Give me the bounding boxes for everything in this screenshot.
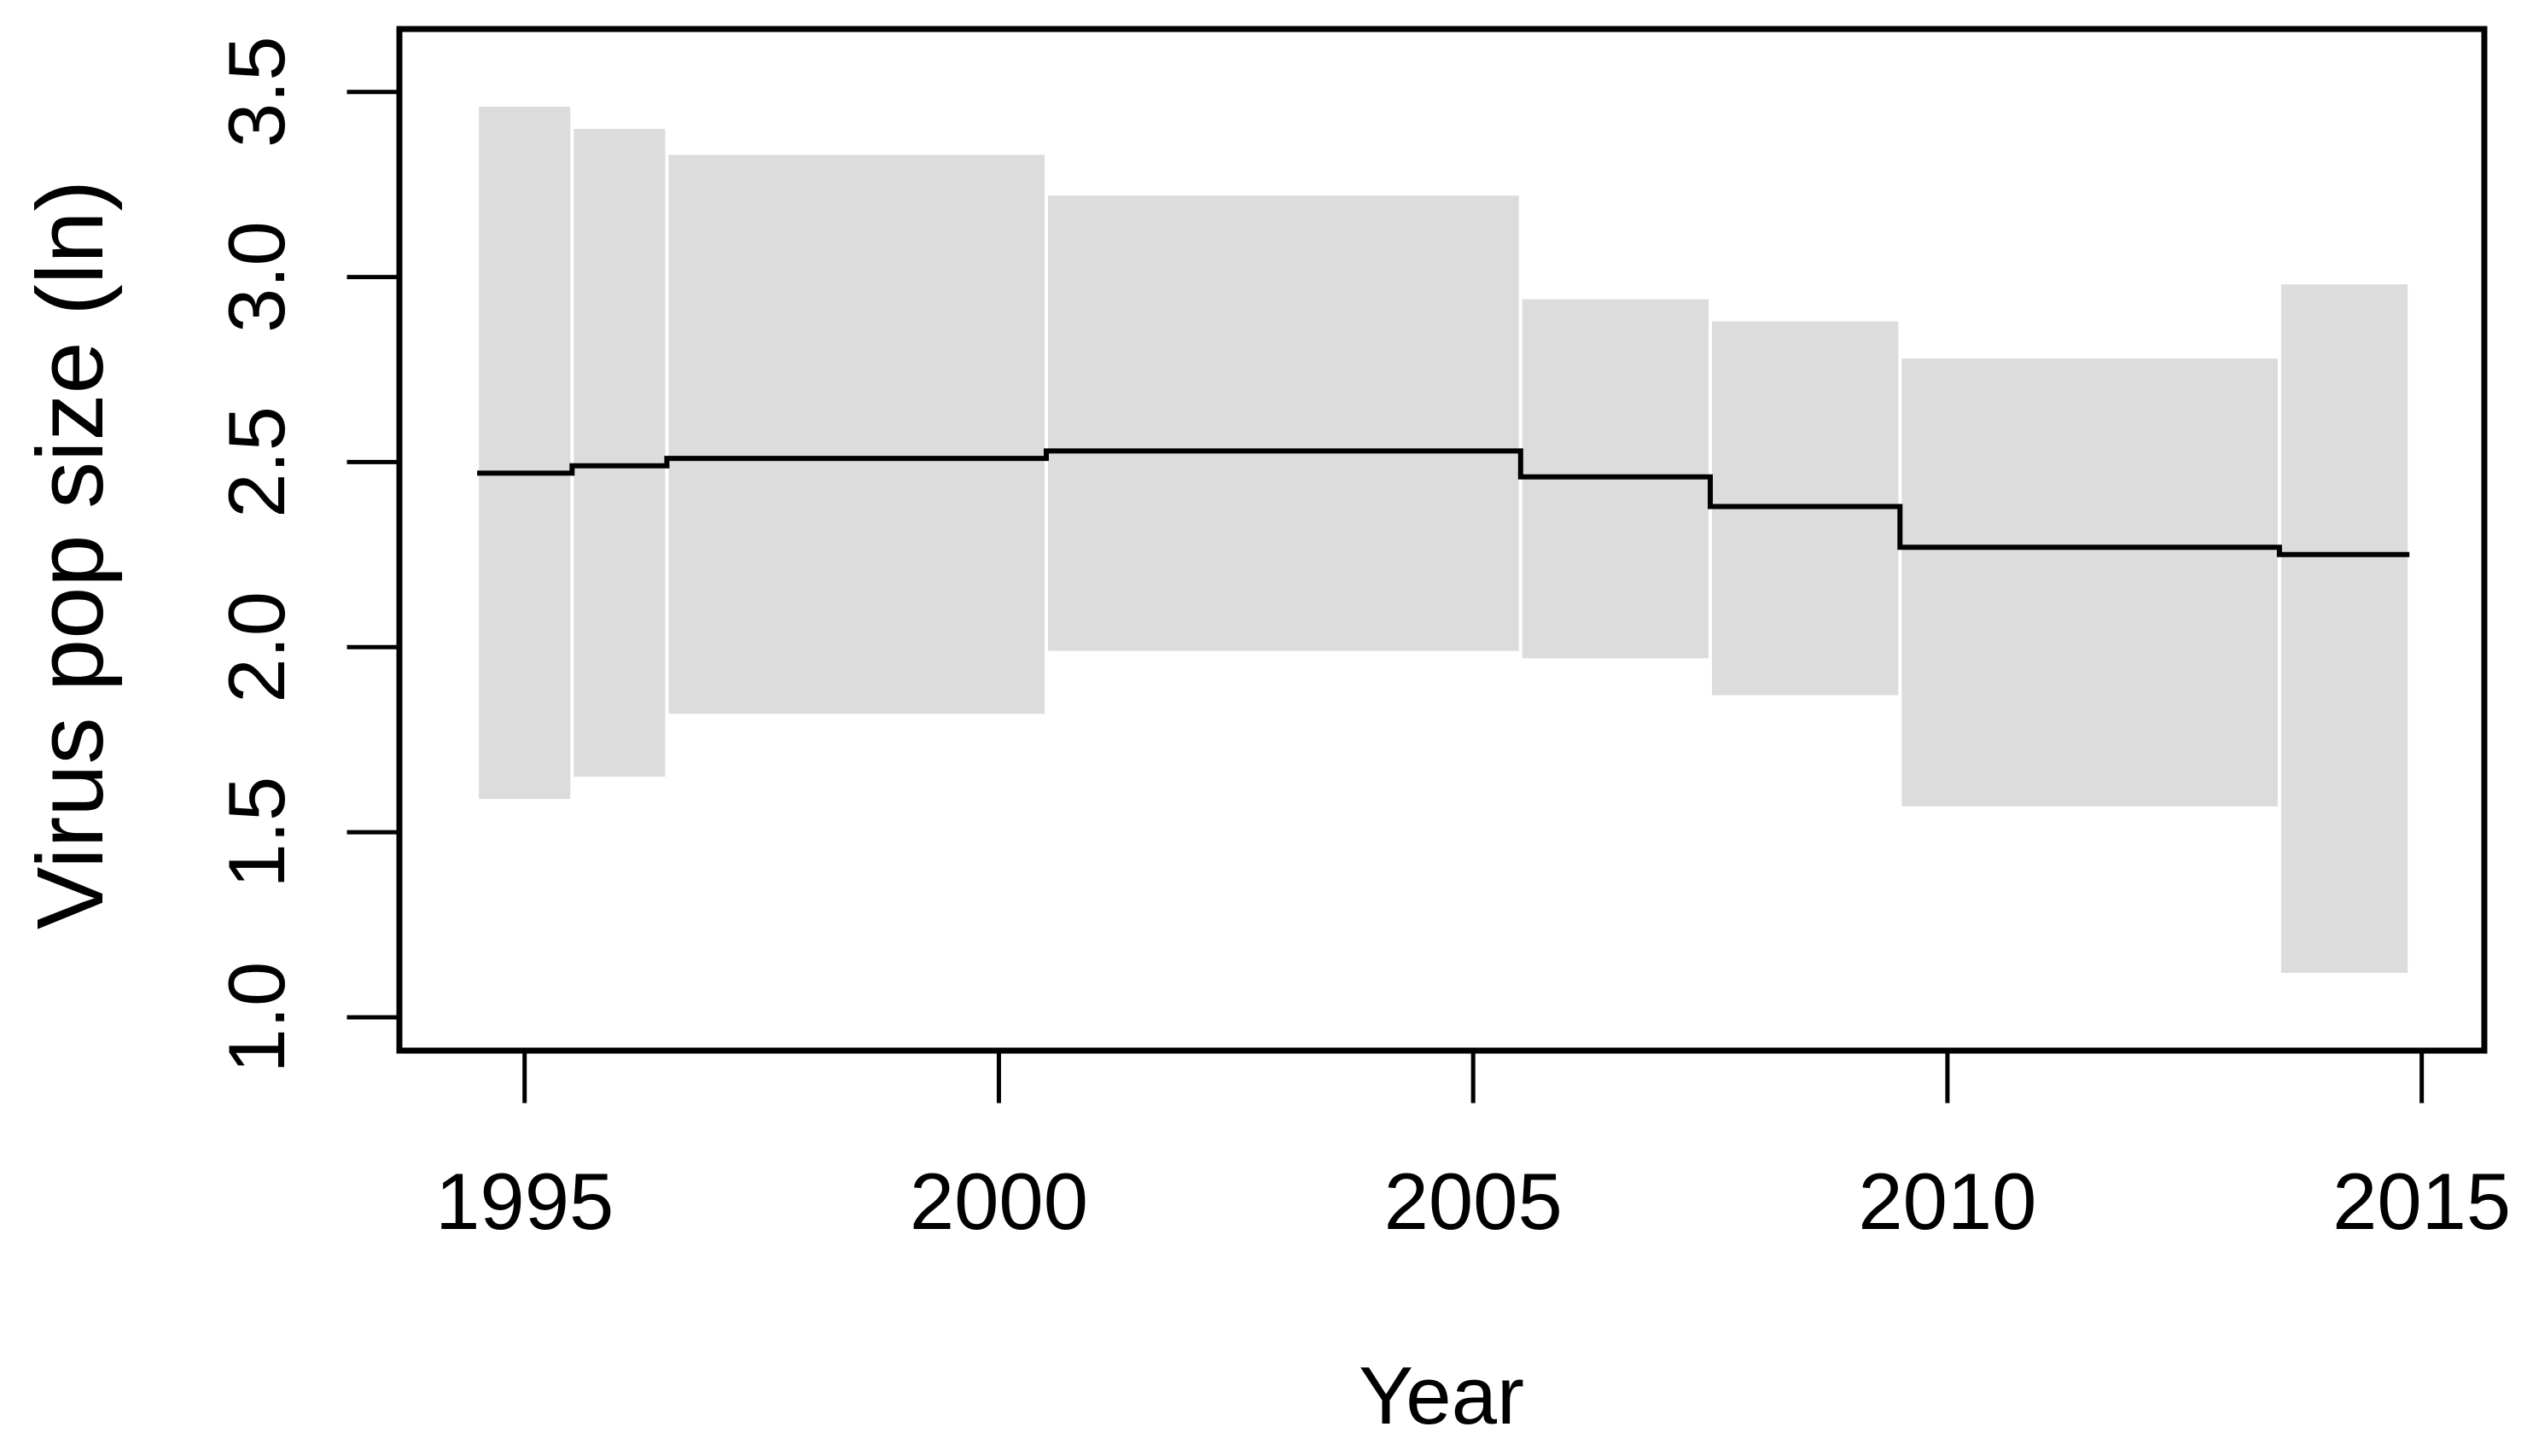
hpd-band-segment: [574, 129, 666, 778]
y-tick-label: 3.5: [212, 36, 301, 148]
median-step-line: [477, 448, 2410, 557]
x-tick-label: 2015: [2332, 1156, 2511, 1246]
x-axis-title: Year: [1359, 1350, 1524, 1441]
credible-interval-band: [479, 107, 2408, 973]
axis-layer: [346, 26, 2488, 1104]
x-tick-label: 2000: [910, 1156, 1088, 1246]
y-tick-label: 2.5: [212, 406, 301, 518]
x-tick-label: 1995: [435, 1156, 614, 1246]
hpd-band-segment: [1048, 195, 1519, 651]
plot-border: [396, 26, 2488, 1054]
x-tick-label: 2010: [1858, 1156, 2036, 1246]
hpd-band-segment: [479, 107, 571, 800]
y-tick-label: 1.5: [212, 777, 301, 888]
hpd-band-segment: [668, 154, 1045, 714]
y-tick-label: 1.0: [212, 962, 301, 1074]
y-tick-label: 3.0: [212, 221, 301, 333]
hpd-band-segment: [2280, 284, 2408, 973]
y-tick-label: 2.0: [212, 591, 301, 703]
median-line-layer: [477, 448, 2410, 557]
x-tick-label: 2005: [1384, 1156, 1563, 1246]
y-axis-title: Virus pop size (ln): [18, 180, 123, 929]
hpd-band-segment: [1901, 358, 2278, 807]
tick-label-layer: 1995 2000 2005 2010 2015 1.0 1.5 2.0 2.5 3.0 3.5: [212, 36, 2511, 1246]
